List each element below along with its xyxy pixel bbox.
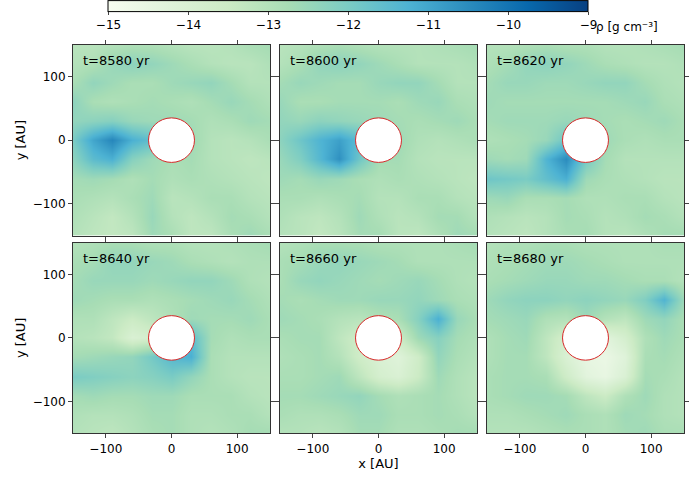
svg-text:−11: −11	[416, 18, 441, 32]
svg-text:−100: −100	[33, 395, 66, 409]
svg-text:−14: −14	[176, 18, 201, 32]
svg-text:0: 0	[58, 133, 66, 147]
svg-text:0: 0	[582, 442, 590, 456]
svg-text:100: 100	[43, 268, 66, 282]
svg-text:t=8600 yr: t=8600 yr	[290, 53, 357, 68]
svg-text:x [AU]: x [AU]	[358, 456, 398, 471]
svg-text:−100: −100	[89, 442, 122, 456]
svg-text:ρ [g cm⁻³]: ρ [g cm⁻³]	[596, 20, 658, 34]
svg-text:0: 0	[375, 442, 383, 456]
svg-text:y [AU]: y [AU]	[13, 120, 28, 160]
svg-text:0: 0	[168, 442, 176, 456]
svg-text:t=8640 yr: t=8640 yr	[83, 251, 150, 266]
svg-text:−100: −100	[503, 442, 536, 456]
svg-text:100: 100	[43, 70, 66, 84]
svg-text:−100: −100	[33, 197, 66, 211]
svg-text:−10: −10	[496, 18, 521, 32]
svg-text:−100: −100	[296, 442, 329, 456]
svg-text:y [AU]: y [AU]	[13, 318, 28, 358]
svg-text:0: 0	[58, 331, 66, 345]
svg-text:−9: −9	[580, 18, 598, 32]
svg-text:−13: −13	[256, 18, 281, 32]
svg-text:t=8660 yr: t=8660 yr	[290, 251, 357, 266]
svg-text:−12: −12	[336, 18, 361, 32]
svg-text:t=8680 yr: t=8680 yr	[497, 251, 564, 266]
svg-text:−15: −15	[96, 18, 121, 32]
svg-text:100: 100	[640, 442, 663, 456]
svg-text:100: 100	[226, 442, 249, 456]
svg-text:t=8620 yr: t=8620 yr	[497, 53, 564, 68]
svg-text:100: 100	[433, 442, 456, 456]
svg-text:t=8580 yr: t=8580 yr	[83, 53, 150, 68]
